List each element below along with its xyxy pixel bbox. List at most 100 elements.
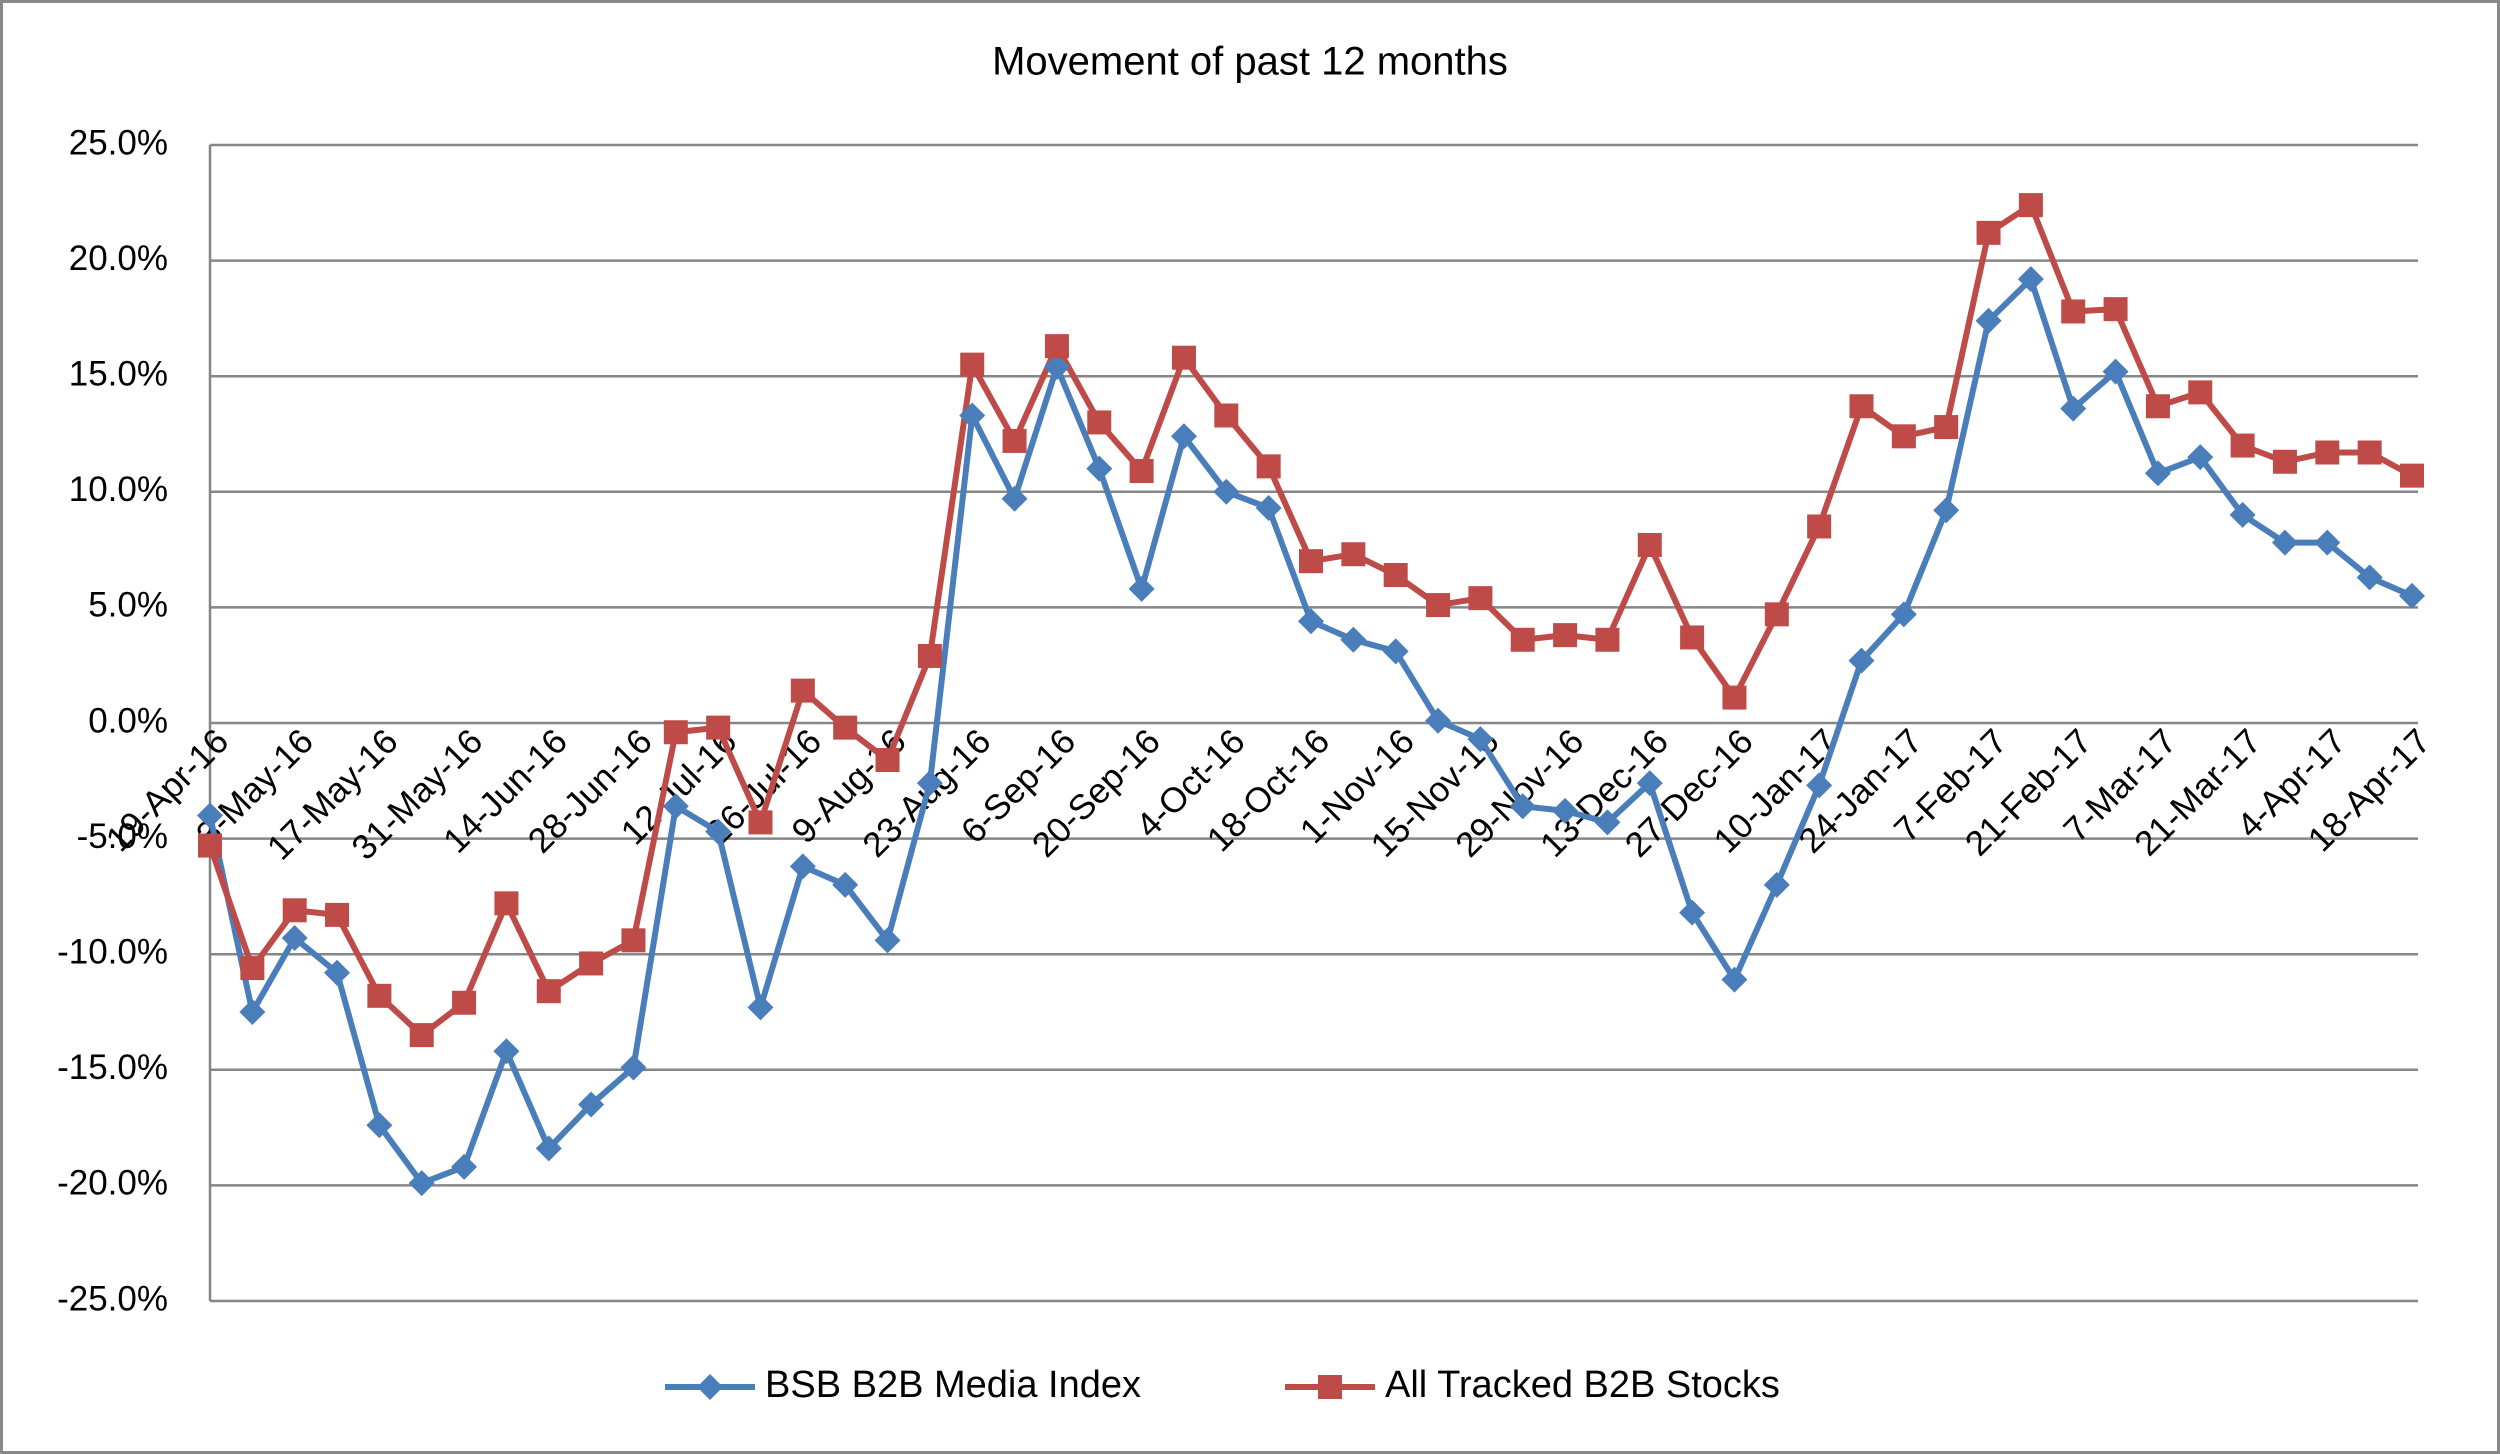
data-point	[1383, 563, 1408, 588]
data-point	[1043, 353, 1070, 380]
data-point	[1680, 625, 1705, 650]
data-point	[1679, 899, 1706, 926]
data-point	[197, 802, 223, 829]
data-point	[747, 994, 774, 1021]
data-point	[748, 810, 773, 835]
data-point	[959, 402, 986, 429]
data-point	[2103, 297, 2128, 322]
y-tick-label: 0.0%	[88, 701, 168, 740]
data-point	[1002, 428, 1027, 453]
data-point	[2144, 460, 2171, 487]
data-point	[2357, 440, 2382, 465]
data-point	[874, 927, 901, 954]
legend-marker	[697, 1374, 723, 1400]
legend-label: All Tracked B2B Stocks	[1385, 1364, 1780, 1406]
data-point	[833, 715, 858, 740]
y-tick-label: 5.0%	[88, 586, 168, 625]
data-point	[875, 747, 900, 772]
data-point	[2315, 440, 2340, 465]
data-point	[1468, 586, 1493, 611]
data-point	[1807, 514, 1832, 539]
data-point	[451, 1153, 478, 1180]
data-point	[1933, 497, 1960, 524]
data-point	[1426, 593, 1451, 618]
data-point	[1891, 424, 1916, 449]
data-point	[1975, 307, 2002, 334]
data-point	[1806, 772, 1833, 799]
data-point	[578, 1091, 605, 1118]
data-point	[535, 1135, 562, 1162]
data-point	[324, 959, 351, 986]
data-point	[281, 925, 308, 952]
data-point	[1298, 608, 1324, 635]
y-tick-label: -10.0%	[57, 932, 168, 971]
data-point	[2102, 358, 2129, 385]
data-point	[493, 1038, 520, 1065]
legend-label: BSB B2B Media Index	[765, 1364, 1141, 1406]
data-point	[832, 871, 859, 898]
data-point	[2314, 529, 2341, 556]
data-point	[1637, 532, 1662, 557]
data-point	[1425, 707, 1452, 734]
data-point	[579, 951, 604, 976]
data-point	[325, 902, 350, 927]
data-point	[409, 1023, 434, 1048]
chart-title: Movement of past 12 months	[992, 40, 1508, 84]
data-point	[1341, 542, 1366, 567]
data-point	[452, 990, 477, 1015]
data-point	[2271, 529, 2298, 556]
data-point	[1086, 455, 1113, 482]
data-point	[1509, 793, 1536, 820]
data-point	[2188, 380, 2213, 405]
data-point	[1340, 626, 1367, 653]
data-point	[1553, 623, 1578, 648]
data-point	[2356, 564, 2383, 591]
data-point	[1044, 334, 1069, 359]
data-point	[2230, 433, 2255, 458]
data-point	[1171, 345, 1196, 370]
data-point	[1721, 966, 1748, 993]
data-point	[1213, 478, 1240, 505]
data-point	[1595, 627, 1620, 652]
data-point	[282, 898, 307, 923]
data-point	[2187, 444, 2214, 471]
data-point	[198, 833, 222, 858]
data-point	[706, 715, 731, 740]
data-point	[1256, 454, 1281, 479]
data-point	[1001, 485, 1028, 512]
data-point	[2399, 582, 2425, 609]
data-point	[1255, 494, 1282, 521]
data-point	[2017, 266, 2044, 293]
data-point	[960, 352, 985, 377]
data-point	[1764, 602, 1789, 627]
data-point	[917, 643, 942, 668]
data-point	[1594, 809, 1621, 836]
data-point	[662, 793, 689, 820]
data-point	[494, 891, 519, 916]
data-point	[2400, 463, 2424, 488]
data-point	[2018, 193, 2043, 218]
data-point	[1552, 797, 1579, 824]
data-point	[1763, 871, 1790, 898]
data-point	[366, 1112, 393, 1139]
data-point	[1087, 410, 1112, 435]
data-point	[916, 770, 943, 797]
data-point	[1214, 403, 1239, 428]
data-point	[1976, 220, 2001, 245]
data-point	[2272, 449, 2297, 474]
data-point	[1382, 638, 1409, 665]
data-point	[1849, 394, 1874, 419]
data-point	[1467, 726, 1494, 753]
data-point	[2060, 395, 2087, 422]
data-point	[663, 720, 688, 745]
y-tick-label: 20.0%	[69, 239, 168, 278]
y-tick-label: -25.0%	[57, 1279, 168, 1318]
data-point	[1128, 575, 1155, 602]
data-point	[1890, 601, 1917, 628]
data-point	[1848, 647, 1875, 674]
data-point	[621, 928, 646, 953]
data-point	[620, 1054, 647, 1081]
data-point	[790, 678, 815, 703]
data-point	[1129, 458, 1154, 483]
